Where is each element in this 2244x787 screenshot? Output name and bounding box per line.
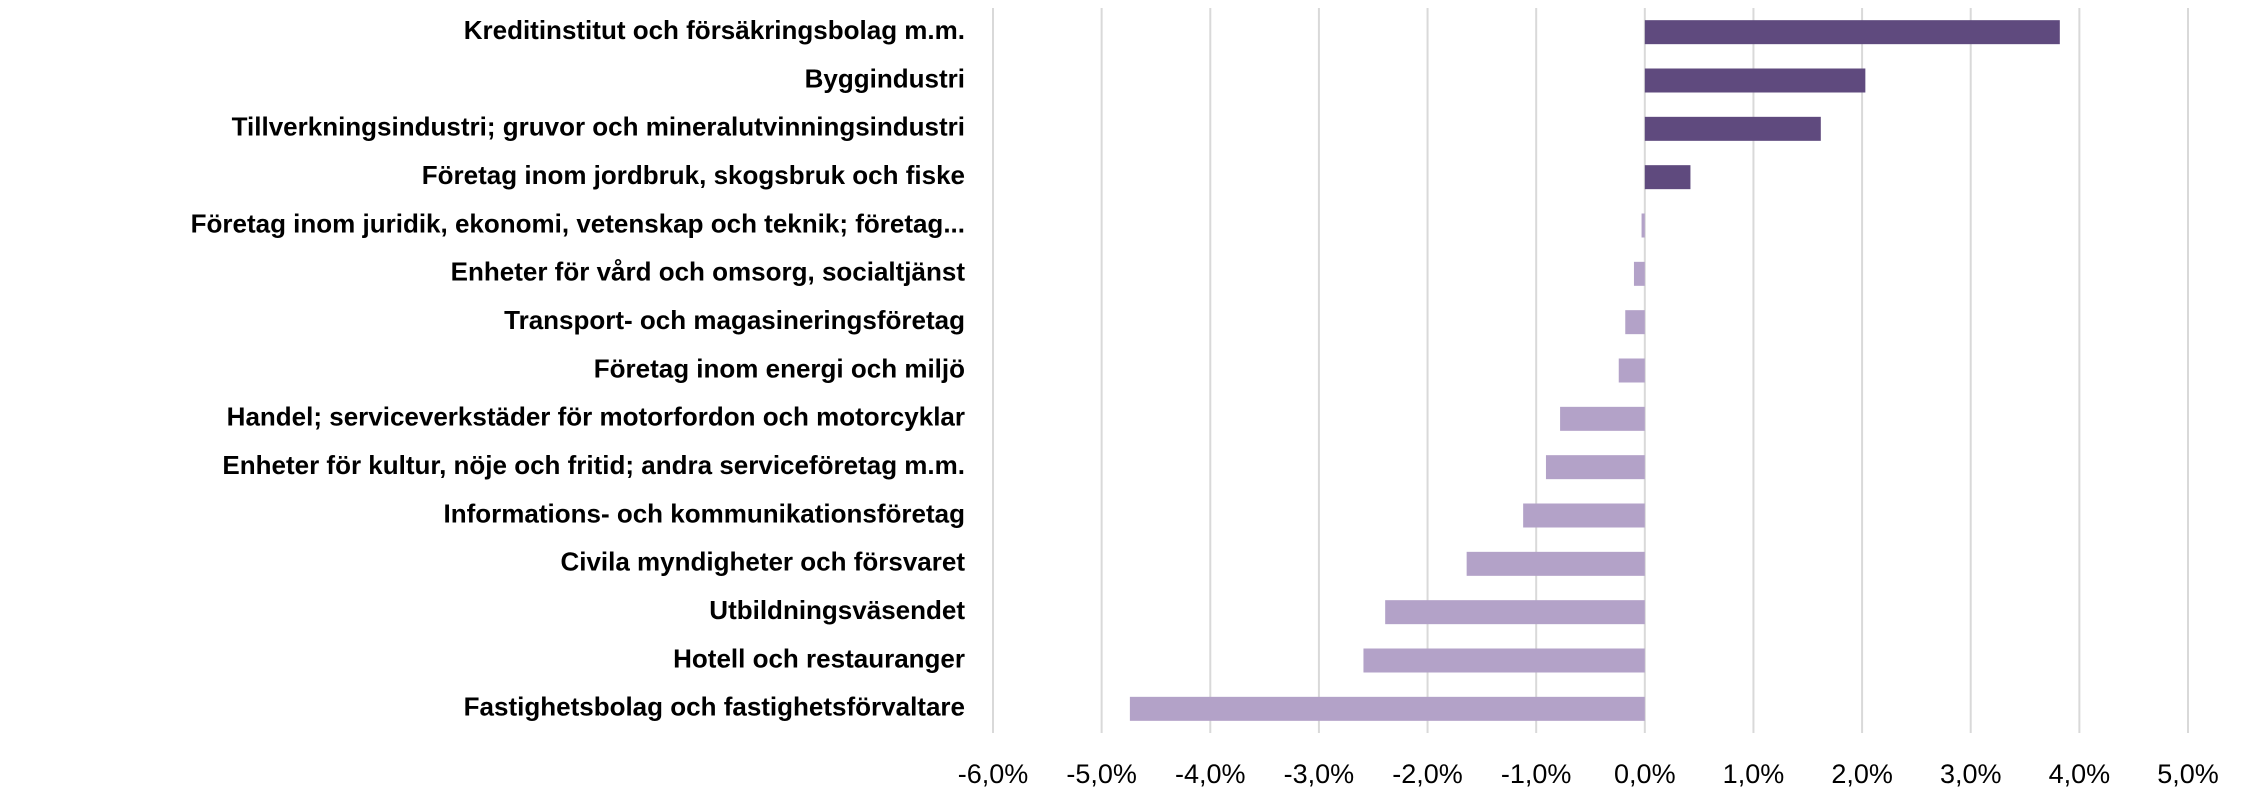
x-tick-label: 3,0% bbox=[1940, 759, 2002, 787]
bar bbox=[1523, 503, 1645, 528]
y-tick-label: Hotell och restauranger bbox=[673, 643, 965, 673]
x-tick-label: 1,0% bbox=[1723, 759, 1785, 787]
y-tick-label: Utbildningsväsendet bbox=[709, 595, 965, 625]
y-tick-label: Handel; serviceverkstäder för motorfordo… bbox=[227, 402, 965, 432]
y-tick-label: Kreditinstitut och försäkringsbolag m.m. bbox=[464, 15, 965, 45]
bar bbox=[1466, 551, 1645, 576]
bar bbox=[1560, 406, 1645, 431]
bar bbox=[1129, 696, 1645, 721]
x-tick-label: -6,0% bbox=[958, 759, 1029, 787]
y-tick-label: Enheter för vård och omsorg, socialtjäns… bbox=[451, 257, 966, 287]
y-tick-label: Civila myndigheter och försvaret bbox=[560, 547, 965, 577]
y-tick-label: Företag inom jordbruk, skogsbruk och fis… bbox=[422, 160, 965, 190]
x-tick-label: -3,0% bbox=[1284, 759, 1355, 787]
y-tick-label: Företag inom juridik, ekonomi, vetenskap… bbox=[191, 208, 965, 238]
x-tick-label: -4,0% bbox=[1175, 759, 1246, 787]
y-tick-label: Fastighetsbolag och fastighetsförvaltare bbox=[464, 692, 965, 722]
x-tick-label: 5,0% bbox=[2157, 759, 2219, 787]
bar bbox=[1545, 455, 1645, 480]
y-tick-label: Företag inom energi och miljö bbox=[594, 353, 965, 383]
bar bbox=[1644, 68, 1866, 93]
y-tick-label: Byggindustri bbox=[805, 63, 965, 93]
x-tick-label: 4,0% bbox=[2049, 759, 2111, 787]
y-tick-label: Tillverkningsindustri; gruvor och minera… bbox=[232, 112, 965, 142]
x-tick-label: -2,0% bbox=[1392, 759, 1463, 787]
bar bbox=[1641, 213, 1645, 238]
y-tick-label: Enheter för kultur, nöje och fritid; and… bbox=[222, 450, 965, 480]
x-tick-label: -1,0% bbox=[1501, 759, 1572, 787]
bar bbox=[1363, 648, 1645, 673]
x-tick-label: -5,0% bbox=[1066, 759, 1137, 787]
bar bbox=[1644, 165, 1691, 190]
bar bbox=[1644, 20, 2060, 45]
x-tick-label: 0,0% bbox=[1614, 759, 1676, 787]
y-tick-label: Informations- och kommunikationsföretag bbox=[444, 498, 966, 528]
y-tick-label: Transport- och magasineringsföretag bbox=[504, 305, 965, 335]
bar bbox=[1625, 310, 1645, 335]
bar bbox=[1633, 261, 1645, 286]
bar bbox=[1618, 358, 1645, 383]
bar bbox=[1644, 116, 1821, 141]
bar bbox=[1385, 600, 1645, 625]
x-tick-label: 2,0% bbox=[1831, 759, 1893, 787]
